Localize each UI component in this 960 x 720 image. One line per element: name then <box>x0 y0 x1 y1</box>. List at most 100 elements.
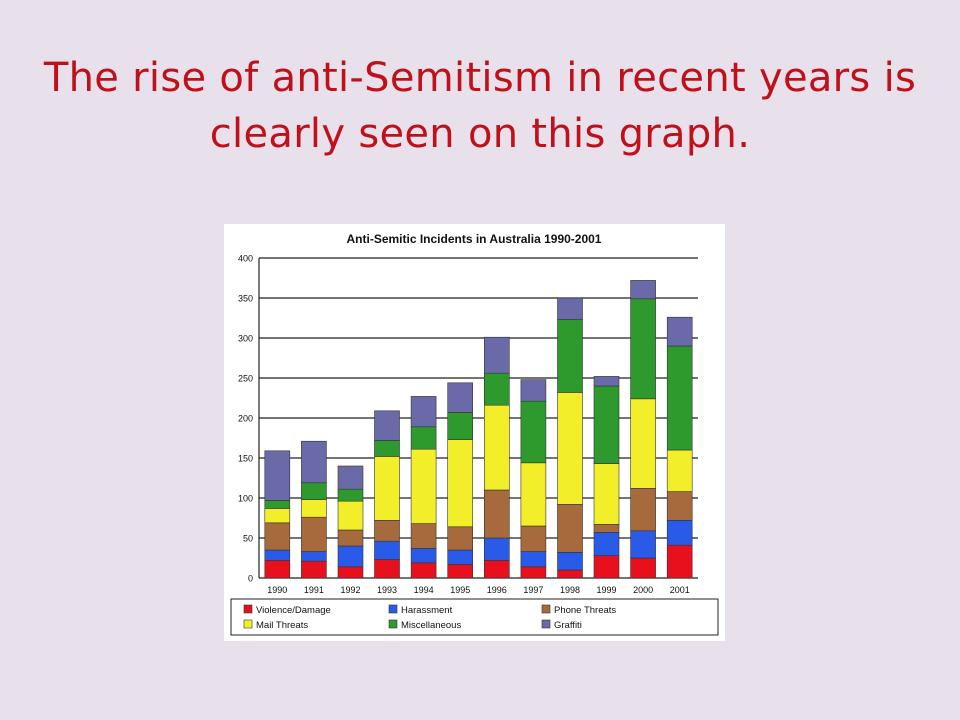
bar-segment <box>447 412 473 440</box>
bar-segment <box>301 499 327 518</box>
y-tick-label: 300 <box>238 334 253 344</box>
bar-segment <box>410 426 437 450</box>
x-tick-label: 1990 <box>267 585 287 595</box>
bar-segment <box>593 524 620 533</box>
bar-segment <box>374 440 400 457</box>
bar-segment <box>301 551 327 562</box>
bar-segment <box>630 557 656 579</box>
bar-segment <box>301 560 327 579</box>
y-tick-label: 0 <box>248 574 253 584</box>
bar-segment <box>337 529 364 547</box>
bar-segment <box>264 522 291 551</box>
bar-segment <box>337 500 364 531</box>
bar-segment <box>374 456 400 521</box>
y-tick-label: 50 <box>243 534 253 544</box>
x-tick-label: 1992 <box>340 585 360 595</box>
bar-segment <box>374 520 400 542</box>
bar-segment <box>301 482 327 500</box>
bar-segment <box>666 491 693 521</box>
bar-segment <box>483 372 510 406</box>
bar-segment <box>557 392 583 505</box>
legend-label: Harassment <box>401 605 453 616</box>
y-tick-label: 100 <box>238 494 253 504</box>
x-tick-label: 1994 <box>414 585 434 595</box>
legend-swatch <box>388 604 398 614</box>
bar-segment <box>483 489 510 539</box>
bar-segment <box>264 549 291 561</box>
y-tick-label: 250 <box>238 374 253 384</box>
x-tick-label: 1993 <box>377 585 397 595</box>
bar-segment <box>410 562 437 579</box>
bar-segment <box>264 450 291 501</box>
bar-segment <box>483 537 510 561</box>
legend-label: Graffiti <box>554 620 582 631</box>
chart-panel: Anti-Semitic Incidents in Australia 1990… <box>224 224 725 641</box>
legend-swatch <box>541 619 551 629</box>
legend-label: Mail Threats <box>256 620 308 631</box>
bar-segment <box>447 382 473 413</box>
bar-segment <box>337 545 364 568</box>
x-tick-label: 2000 <box>633 585 653 595</box>
bar-segment <box>483 336 510 374</box>
bar-segment <box>264 560 291 579</box>
bar-segment <box>593 376 620 387</box>
legend-label: Violence/Damage <box>256 605 331 616</box>
bar-segment <box>593 555 620 579</box>
x-tick-label: 1999 <box>597 585 617 595</box>
bar-segment <box>447 526 473 551</box>
bar-segment <box>337 566 364 579</box>
bar-segment <box>337 465 364 490</box>
bar-segment <box>593 532 620 556</box>
bar-segment <box>630 298 656 400</box>
legend-label: Phone Threats <box>554 605 616 616</box>
x-tick-label: 1996 <box>487 585 507 595</box>
legend-label: Miscellaneous <box>401 620 461 631</box>
bar-segment <box>447 564 473 579</box>
bar-segment <box>520 566 547 579</box>
bar-segment <box>557 552 583 571</box>
bar-segment <box>630 398 656 489</box>
bar-segment <box>520 379 547 402</box>
bar-segment <box>410 396 437 428</box>
bar-segment <box>666 544 693 579</box>
x-tick-label: 1998 <box>560 585 580 595</box>
y-tick-label: 400 <box>238 254 253 264</box>
bar-segment <box>374 559 400 579</box>
legend-swatch <box>243 604 253 614</box>
bar-segment <box>374 540 400 560</box>
bar-segment <box>483 404 510 491</box>
stacked-bar-chart: Anti-Semitic Incidents in Australia 1990… <box>230 232 719 636</box>
legend-box <box>230 598 719 636</box>
x-tick-label: 1997 <box>523 585 543 595</box>
bar-segment <box>557 569 583 579</box>
x-tick-label: 1995 <box>450 585 470 595</box>
bar-segment <box>410 448 437 524</box>
legend-swatch <box>388 619 398 629</box>
bar-segment <box>630 280 656 300</box>
bar-segment <box>557 504 583 553</box>
bar-segment <box>410 523 437 549</box>
bar-segment <box>447 439 473 528</box>
bar-segment <box>666 316 693 347</box>
bar-segment <box>666 345 693 451</box>
bar-segment <box>374 410 400 441</box>
bar-segment <box>557 297 583 320</box>
bar-segment <box>410 548 437 564</box>
bar-segment <box>264 500 291 509</box>
bar-segment <box>666 449 693 492</box>
y-tick-label: 200 <box>238 414 253 424</box>
legend-swatch <box>243 619 253 629</box>
bar-segment <box>447 549 473 565</box>
chart-title: Anti-Semitic Incidents in Australia 1990… <box>347 232 602 246</box>
bar-segment <box>520 551 547 568</box>
slide-title: The rise of anti-Semitism in recent year… <box>43 55 917 157</box>
bar-segment <box>520 400 547 464</box>
bar-segment <box>520 525 547 552</box>
bar-segment <box>301 516 327 552</box>
bar-segment <box>630 530 656 559</box>
bar-segment <box>666 520 693 546</box>
bar-segment <box>483 560 510 579</box>
legend-swatch <box>541 604 551 614</box>
bar-segment <box>630 488 656 532</box>
bar-segment <box>337 488 364 502</box>
